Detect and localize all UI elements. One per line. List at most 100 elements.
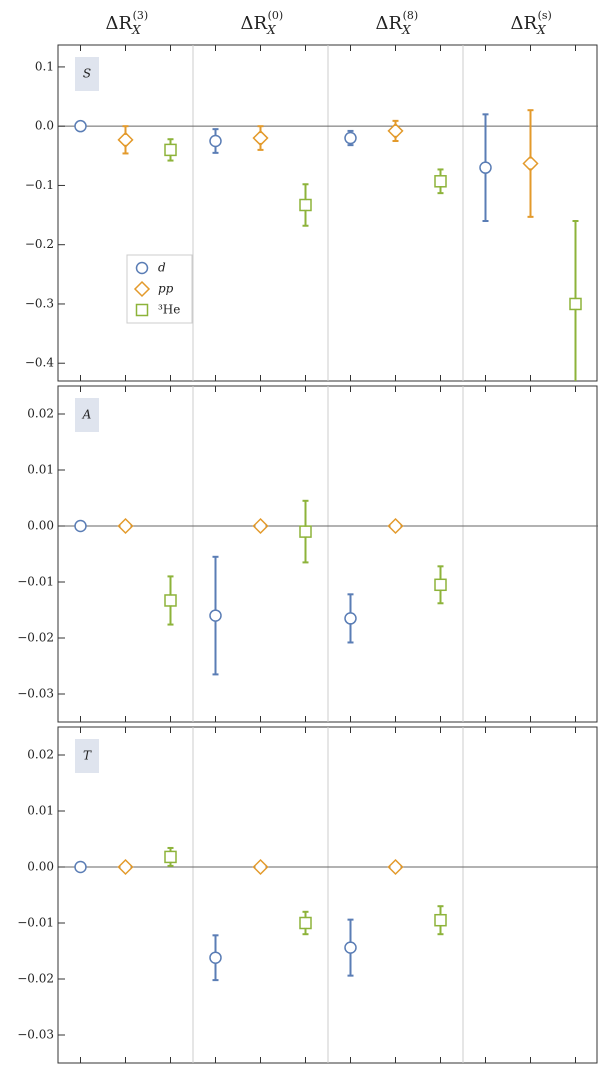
point (434, 913, 447, 927)
point (522, 155, 539, 172)
point-bg (255, 133, 266, 144)
point-bg (75, 521, 86, 531)
point (344, 612, 357, 625)
y-tick-label: 0.00 (27, 860, 54, 874)
y-tick-label: 0.01 (27, 463, 54, 477)
y-tick-label: 0.1 (35, 59, 54, 73)
panel-label: T (83, 749, 92, 763)
point-bg (390, 862, 401, 872)
point (299, 916, 312, 930)
y-tick-label: −0.02 (17, 972, 54, 986)
point (387, 517, 404, 535)
point (252, 129, 269, 147)
point-bg (120, 862, 131, 872)
point-bg (435, 176, 446, 187)
panel-label-box (75, 739, 99, 773)
point-bg (570, 298, 581, 309)
point-bg (525, 158, 536, 169)
point-bg (210, 610, 221, 621)
y-tick-label: −0.2 (25, 237, 54, 251)
y-tick-label: 0.02 (27, 407, 54, 421)
point-bg (300, 918, 311, 928)
y-tick-label: −0.3 (25, 296, 54, 310)
y-tick-label: 0.00 (27, 519, 54, 533)
point (434, 578, 447, 592)
panel-label-box (75, 398, 99, 432)
point (74, 119, 87, 133)
header-sup: (0) (268, 9, 284, 22)
point-bg (345, 942, 356, 953)
point (299, 525, 312, 538)
point-bg (390, 125, 401, 136)
point-bg (210, 136, 221, 146)
point-bg (75, 862, 86, 872)
y-tick-label: −0.4 (25, 356, 55, 370)
point (387, 858, 404, 876)
point-bg (390, 521, 401, 531)
legend-marker (135, 303, 149, 317)
point-bg (345, 133, 356, 144)
header-sub: X (266, 23, 276, 37)
point-bg (120, 521, 131, 531)
header-base: ΔR (511, 13, 538, 34)
point-bg (165, 144, 176, 155)
legend-label: d (158, 261, 166, 275)
legend-marker (135, 261, 149, 275)
header-base: ΔR (241, 13, 268, 34)
y-tick-label: −0.01 (17, 916, 54, 930)
point (344, 941, 357, 954)
point (344, 131, 357, 145)
point-bg (435, 915, 446, 926)
y-tick-label: 0.01 (27, 804, 54, 818)
column-header: ΔRX(8) (376, 9, 419, 37)
panel-label: S (83, 67, 91, 81)
point (74, 519, 87, 533)
header-sub: X (536, 23, 546, 37)
point (164, 850, 177, 864)
point (434, 175, 447, 188)
legend-label: pp (158, 282, 174, 296)
point (209, 609, 222, 622)
point-bg (345, 613, 356, 624)
y-tick-label: −0.01 (17, 575, 54, 589)
point (387, 122, 404, 139)
panel-label-box (75, 57, 99, 91)
header-sup: (s) (538, 9, 552, 22)
point (209, 951, 222, 964)
point-bg (75, 121, 86, 132)
point (252, 858, 269, 876)
point (117, 131, 134, 148)
point-bg (255, 862, 266, 872)
header-sup: (3) (133, 9, 149, 22)
point (117, 858, 134, 876)
legend-marker (133, 280, 151, 298)
point-bg (300, 526, 311, 537)
header-base: ΔR (106, 13, 133, 34)
point (74, 860, 87, 874)
point-bg (255, 521, 266, 531)
panel-label: A (82, 408, 92, 422)
y-tick-label: −0.03 (17, 687, 54, 701)
point-bg (120, 134, 131, 145)
point-bg (165, 851, 176, 862)
point (569, 297, 582, 311)
header-base: ΔR (376, 13, 403, 34)
point-bg (480, 162, 491, 173)
legend-box (126, 254, 193, 324)
header-sub: X (131, 23, 141, 37)
point (299, 198, 312, 212)
header-sup: (8) (403, 9, 419, 22)
y-tick-label: 0.0 (35, 119, 54, 133)
y-tick-label: −0.1 (25, 178, 54, 192)
point-bg (300, 200, 311, 210)
point (164, 143, 177, 157)
point (252, 517, 269, 535)
column-header: ΔRX(3) (106, 9, 149, 37)
legend-label: ³He (158, 303, 180, 317)
point (164, 594, 177, 607)
point-bg (165, 595, 176, 606)
header-sub: X (401, 23, 411, 37)
y-tick-label: 0.02 (27, 748, 54, 762)
point (209, 134, 222, 148)
